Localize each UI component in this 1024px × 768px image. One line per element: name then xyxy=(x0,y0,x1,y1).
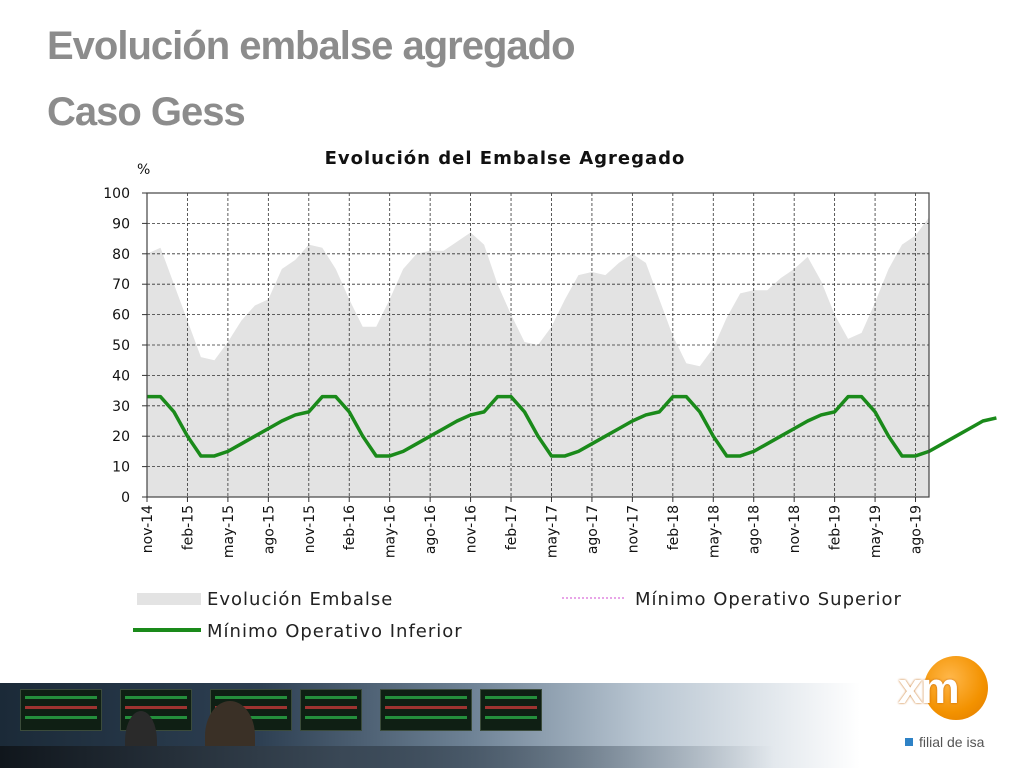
x-tick-label: nov-15 xyxy=(302,505,318,553)
x-tick-label: nov-14 xyxy=(140,505,156,553)
slide-subtitle: Caso Gess xyxy=(47,90,246,134)
series-line-min-inferior xyxy=(147,394,997,458)
legend-label-embalse: Evolución Embalse xyxy=(207,589,393,610)
y-tick-label: 10 xyxy=(112,460,130,476)
y-axis-unit: % xyxy=(137,162,150,178)
series-area-embalse xyxy=(147,217,929,497)
x-tick-label: feb-19 xyxy=(828,505,844,550)
x-tick-label: may-16 xyxy=(383,505,399,558)
xm-logo-mark: xm xyxy=(898,664,960,713)
y-tick-label: 20 xyxy=(112,429,130,445)
reservoir-chart: Evolución del Embalse Agregado % 0 10 20 30… xyxy=(103,148,997,642)
x-tick-label: may-18 xyxy=(706,505,722,558)
x-tick-label: feb-18 xyxy=(666,505,682,550)
xm-logo xyxy=(924,656,988,720)
y-tick-label: 30 xyxy=(112,399,130,415)
y-tick-label: 60 xyxy=(112,308,130,324)
y-tick-label: 70 xyxy=(112,277,130,293)
legend-label-min-inferior: Mínimo Operativo Inferior xyxy=(207,621,463,642)
x-tick-label: nov-16 xyxy=(464,505,480,553)
x-tick-label: may-17 xyxy=(544,505,560,558)
x-tick-label: feb-17 xyxy=(504,505,520,550)
legend-label-min-superior: Mínimo Operativo Superior xyxy=(635,589,902,610)
x-tick-label: feb-16 xyxy=(342,505,358,550)
x-tick-label: may-19 xyxy=(868,505,884,558)
y-tick-label: 40 xyxy=(112,368,130,384)
x-tick-label: ago-16 xyxy=(423,505,439,554)
slide-title: Evolución embalse agregado xyxy=(47,24,575,68)
x-tick-label: ago-15 xyxy=(261,505,277,554)
tagline-square-icon xyxy=(905,738,913,746)
x-tick-label: nov-18 xyxy=(787,505,803,553)
tagline-text: filial de isa xyxy=(919,734,985,750)
x-tick-label: nov-17 xyxy=(625,505,641,553)
y-tick-label: 0 xyxy=(121,490,130,506)
x-tick-label: may-15 xyxy=(221,505,237,558)
legend-swatch-embalse xyxy=(137,593,201,605)
x-tick-label: feb-15 xyxy=(180,505,196,550)
y-tick-label: 100 xyxy=(103,186,130,202)
y-tick-label: 50 xyxy=(112,338,130,354)
x-tick-label: ago-18 xyxy=(747,505,763,554)
chart-title: Evolución del Embalse Agregado xyxy=(325,148,686,169)
x-tick-label: ago-19 xyxy=(909,505,925,554)
y-tick-label: 90 xyxy=(112,216,130,232)
control-room-photo xyxy=(0,683,860,768)
x-tick-label: ago-17 xyxy=(585,505,601,554)
xm-logo-tagline: filial de isa xyxy=(905,734,984,750)
y-tick-label: 80 xyxy=(112,247,130,263)
